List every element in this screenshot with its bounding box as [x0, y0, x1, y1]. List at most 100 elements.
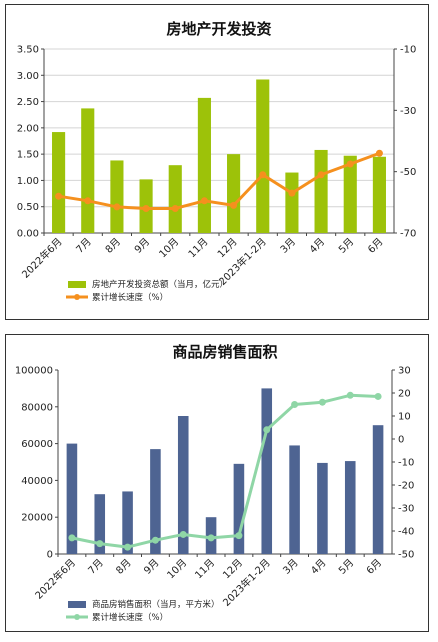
right-axis-tick-label: -40 [398, 527, 414, 538]
x-axis-tick-label: 7月 [86, 557, 106, 577]
x-axis-tick-label: 10月 [165, 557, 190, 582]
bar [344, 461, 356, 554]
bar [372, 425, 384, 554]
right-axis-tick-label: -20 [398, 481, 414, 492]
growth-rate-point [291, 401, 299, 408]
bar [110, 160, 124, 233]
growth-rate-point [113, 203, 121, 211]
x-axis-tick-label: 5月 [336, 557, 356, 577]
growth-rate-point [151, 536, 159, 544]
bar [94, 494, 106, 554]
bar [256, 79, 270, 234]
left-axis-tick-label: 20000 [21, 513, 53, 524]
x-axis-tick-label: 5月 [336, 236, 356, 256]
bar [289, 445, 300, 554]
right-axis-tick-label: -70 [400, 229, 416, 240]
x-axis-tick-label: 9月 [132, 236, 152, 256]
x-axis-tick-label: 3月 [281, 557, 301, 577]
left-axis-tick-label: 80000 [21, 402, 53, 413]
investment-chart-panel: 房地产开发投资 3.50 3.00 2.50 2.00 1.50 1.00 0.50 0.00 -… [5, 4, 429, 320]
bar [372, 156, 386, 233]
growth-rate-line [58, 151, 380, 210]
growth-rate-point [259, 171, 267, 179]
legend-swatch-marker [74, 294, 80, 300]
investment-chart: 房地产开发投资 3.50 3.00 2.50 2.00 1.50 1.00 0.50 0.00 -… [17, 20, 417, 303]
sales-area-chart-panel: 商品房销售面积 100000 80000 60000 40000 20000 0 30 20 10… [5, 334, 429, 632]
x-axis-tick-label: 4月 [308, 557, 328, 577]
x-axis-tick-label: 6月 [365, 236, 385, 256]
x-axis-tick-label: 4月 [307, 236, 327, 256]
right-axis-tick-label: -10 [398, 458, 414, 469]
growth-rate-point [318, 398, 326, 406]
bar [227, 154, 241, 233]
bar [52, 132, 66, 233]
growth-rate-point [235, 532, 243, 540]
legend-label-line: 累计增长速度（%） [92, 612, 168, 623]
right-axis-tick-label: -50 [398, 550, 414, 561]
bar [122, 491, 133, 554]
bar [81, 108, 95, 233]
legend-swatch-bar [68, 281, 86, 288]
growth-rate-point [142, 204, 150, 212]
growth-rate-point [124, 543, 132, 551]
x-axis-tick-label: 10月 [157, 236, 182, 261]
right-axis-tick-label: 20 [398, 389, 411, 400]
right-axis-tick-label: -30 [398, 504, 414, 515]
bar [197, 97, 211, 234]
x-axis-tick-label: 8月 [103, 236, 123, 256]
growth-rate-point [68, 534, 76, 542]
x-axis-tick-label: 3月 [278, 236, 298, 256]
chart-title: 商品房销售面积 [172, 343, 277, 361]
left-axis-tick-label: 0 [47, 550, 53, 561]
chart-title: 房地产开发投资 [166, 20, 271, 38]
sales-area-chart: 商品房销售面积 100000 80000 60000 40000 20000 0 30 20 10… [15, 343, 415, 623]
left-axis-tick-label: 3.50 [17, 45, 39, 56]
x-axis-tick-label: 2022年6月 [19, 235, 65, 281]
growth-rate-point [179, 530, 187, 538]
growth-rate-point [288, 189, 296, 197]
left-axis-tick-label: 0.00 [17, 229, 39, 240]
x-axis-tick-label: 8月 [114, 557, 134, 577]
bar [261, 388, 273, 554]
growth-rate-point [230, 201, 238, 209]
legend-swatch-marker [74, 614, 80, 620]
right-axis-tick-label: -50 [400, 167, 416, 178]
growth-rate-point [263, 426, 271, 434]
x-axis-tick-label: 11月 [193, 557, 218, 582]
growth-rate-point [317, 171, 325, 179]
x-axis-tick-label: 2022年6月 [32, 556, 78, 602]
left-axis-tick-label: 2.50 [17, 97, 39, 108]
left-axis-tick-label: 0.50 [17, 202, 39, 213]
growth-rate-point [207, 534, 215, 542]
growth-rate-point [346, 391, 354, 399]
left-axis-tick-label: 1.00 [17, 176, 39, 187]
x-axis-tick-label: 12月 [215, 236, 240, 261]
legend-swatch-bar [68, 601, 86, 608]
left-axis-tick-label: 2.00 [17, 123, 39, 134]
x-axis-tick-label: 11月 [186, 236, 211, 261]
growth-rate-point [346, 160, 354, 168]
legend-label-line: 累计增长速度（%） [92, 292, 168, 303]
bar [314, 149, 328, 233]
bar [343, 155, 357, 233]
growth-rate-point [374, 392, 382, 400]
growth-rate-point [55, 192, 63, 200]
right-axis-tick-label: 10 [398, 412, 411, 423]
bar [66, 443, 78, 554]
growth-rate-point [96, 540, 104, 548]
left-axis-tick-label: 100000 [15, 366, 53, 377]
x-axis-tick-label: 7月 [74, 236, 94, 256]
x-axis-tick-label: 6月 [364, 557, 384, 577]
legend-label-bar: 房地产开发投资总额（当月，亿元） [92, 279, 228, 290]
growth-rate-point [171, 204, 179, 212]
right-axis-tick-label: 0 [398, 435, 404, 446]
bar [317, 462, 328, 554]
left-axis-tick-label: 1.50 [17, 150, 39, 161]
x-axis-tick-label: 2023年1-2月 [220, 556, 273, 609]
legend-label-bar: 商品房销售面积（当月，平方米） [92, 599, 220, 610]
left-axis-tick-label: 60000 [21, 439, 53, 450]
bar [150, 449, 161, 554]
growth-rate-point [375, 149, 383, 157]
growth-rate-point [84, 197, 92, 205]
right-axis-tick-label: -10 [400, 45, 416, 56]
